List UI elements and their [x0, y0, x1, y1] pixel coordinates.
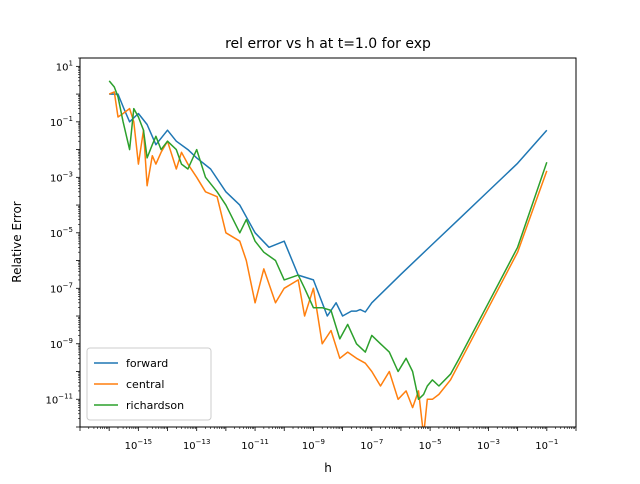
- y-tick-label: 10−11: [45, 392, 73, 406]
- x-axis-label: h: [324, 461, 332, 475]
- series-line-forward: [109, 93, 548, 317]
- y-axis: 101 10−1 10−3 10−5 10−7 10−9 10−11: [45, 57, 80, 428]
- legend-box: [86, 347, 212, 421]
- x-tick-label: 10−9: [302, 438, 325, 452]
- x-tick-label: 10−1: [535, 438, 558, 452]
- y-tick-label: 10−9: [50, 337, 73, 351]
- x-axis: 10−15 10−13 10−11 10−9 10−7 10−5 10−3 10−1: [79, 427, 577, 452]
- legend: forward central richardson: [86, 347, 212, 421]
- y-tick-label: 101: [56, 59, 73, 73]
- legend-label-richardson: richardson: [126, 399, 184, 412]
- x-tick-label: 10−11: [241, 438, 269, 452]
- x-tick-label: 10−13: [183, 438, 211, 452]
- chart-title: rel error vs h at t=1.0 for exp: [225, 36, 431, 52]
- legend-label-central: central: [126, 378, 164, 391]
- x-tick-label: 10−3: [477, 438, 500, 452]
- series-layer: [108, 80, 548, 427]
- series-line-central: [108, 91, 548, 427]
- y-tick-label: 10−1: [50, 115, 73, 129]
- x-tick-label: 10−5: [419, 438, 442, 452]
- legend-label-forward: forward: [126, 357, 168, 370]
- y-tick-label: 10−3: [50, 170, 73, 184]
- y-tick-label: 10−7: [50, 281, 73, 295]
- plot-frame: [79, 57, 577, 428]
- series-line-richardson: [108, 80, 548, 401]
- x-tick-label: 10−7: [360, 438, 383, 452]
- y-tick-label: 10−5: [50, 226, 73, 240]
- y-axis-label: Relative Error: [10, 201, 24, 283]
- x-tick-label: 10−15: [125, 438, 153, 452]
